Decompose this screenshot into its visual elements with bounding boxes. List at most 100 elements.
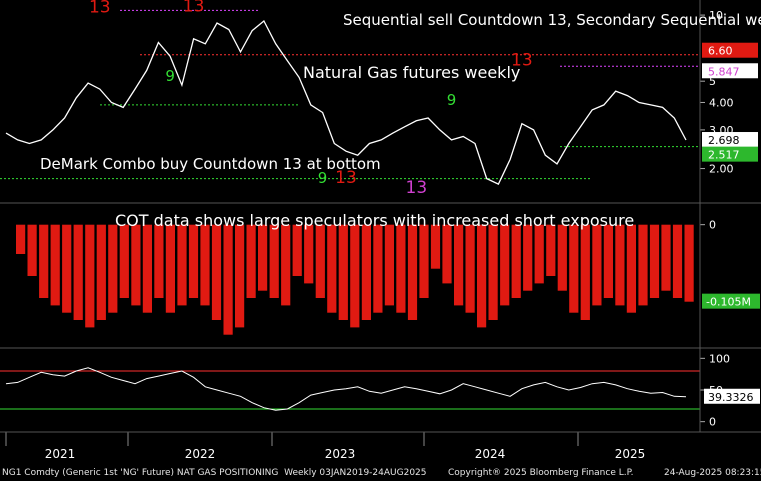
- cot-bar: [292, 224, 302, 276]
- cot-bar: [108, 224, 118, 313]
- td-marker: 9: [447, 91, 457, 109]
- magenta-level-label: 5.847: [708, 65, 740, 78]
- td-marker: 13: [511, 50, 533, 70]
- cot-chart-title: COT data shows large speculators with in…: [115, 211, 635, 230]
- y-tick-label: 10: [709, 9, 723, 22]
- cot-bar: [50, 224, 60, 306]
- cot-bar: [580, 224, 590, 320]
- oscillator-line: [5, 367, 687, 411]
- cot-bar: [557, 224, 567, 291]
- cot-bar: [430, 224, 441, 269]
- x-tick-label: 2023: [325, 447, 356, 461]
- x-axis: 2021 2022 2023 2024 2025: [5, 432, 646, 461]
- cot-bar: [442, 224, 452, 284]
- footer-security: NG1 Comdty (Generic 1st 'NG' Future) NAT…: [2, 468, 427, 478]
- x-tick-label: 2021: [45, 447, 76, 461]
- cot-bar: [62, 224, 72, 313]
- cot-bar: [373, 224, 383, 313]
- cot-bar: [119, 224, 129, 298]
- price-line: [5, 19, 687, 185]
- red-level-label-bg: [702, 42, 758, 58]
- y-tick-label: 4.00: [709, 96, 734, 109]
- cot-bar: [154, 224, 164, 298]
- cot-bar: [96, 224, 106, 320]
- cot-bar: [246, 224, 256, 298]
- x-tick-label: 2024: [475, 447, 506, 461]
- y-tick-label: 5: [709, 75, 716, 88]
- cot-bar: [188, 224, 199, 298]
- cot-bar: [419, 224, 429, 298]
- cot-bar: [454, 224, 464, 306]
- cot-bar: [396, 224, 406, 313]
- cot-bar: [384, 224, 394, 306]
- footer-bar: NG1 Comdty (Generic 1st 'NG' Future) NAT…: [0, 466, 761, 481]
- last-price-label-bg: [702, 132, 758, 148]
- cot-bar: [73, 224, 83, 320]
- cot-bar: [603, 224, 613, 298]
- cot-bar: [85, 224, 95, 328]
- last-price-label: 2.698: [708, 134, 740, 147]
- footer-timestamp: 24-Aug-2025 08:23:15: [664, 468, 761, 478]
- oscillator-last-label-bg: [704, 388, 760, 404]
- footer-copyright: Copyright® 2025 Bloomberg Finance L.P.: [448, 468, 634, 478]
- cot-bar: [649, 224, 660, 298]
- td-marker: 9: [165, 67, 175, 85]
- cot-last-label-bg: [702, 293, 760, 309]
- cot-bar: [338, 224, 348, 320]
- cot-bar: [16, 224, 26, 254]
- cot-last-label: -0.105M: [706, 296, 751, 309]
- td-marker: 13: [89, 0, 111, 17]
- green-level-label-bg: [702, 146, 758, 162]
- cot-panel: 0 -0.105M: [16, 219, 760, 335]
- td-marker: 13: [183, 0, 205, 16]
- cot-bar: [534, 224, 544, 284]
- cot-bar: [592, 224, 602, 306]
- cot-bar: [235, 224, 245, 328]
- y-tick-label: 0: [709, 219, 716, 232]
- cot-bar: [281, 224, 291, 306]
- cot-bar: [569, 224, 579, 313]
- cot-bar: [165, 224, 175, 313]
- cot-bar: [626, 224, 636, 313]
- cot-bar: [350, 224, 360, 328]
- cot-bar: [546, 224, 556, 276]
- x-tick-label: 2025: [615, 447, 646, 461]
- y-tick-label: 2.00: [709, 163, 734, 176]
- td-marker: 13: [406, 178, 428, 198]
- y-tick-label: 100: [709, 352, 730, 365]
- x-tick-label: 2022: [185, 447, 216, 461]
- red-level-label: 6.60: [708, 45, 733, 58]
- cot-bar: [269, 224, 279, 298]
- combo-annotation: DeMark Combo buy Countdown 13 at bottom: [40, 155, 381, 173]
- cot-bar: [523, 224, 533, 291]
- td-marker: 13: [335, 168, 357, 188]
- cot-bar: [177, 224, 187, 306]
- cot-bar: [488, 224, 498, 320]
- cot-bar: [407, 224, 418, 320]
- cot-bar: [39, 224, 49, 298]
- cot-bar: [131, 224, 141, 306]
- cot-bar: [304, 224, 314, 284]
- cot-bar: [684, 224, 694, 302]
- cot-bar: [223, 224, 233, 335]
- cot-bar: [511, 224, 521, 298]
- green-level-label: 2.517: [708, 149, 740, 162]
- cot-bar: [200, 224, 210, 306]
- cot-bar: [615, 224, 625, 306]
- cot-bar: [27, 224, 37, 276]
- cot-bar: [465, 224, 475, 313]
- cot-bar: [258, 224, 268, 291]
- oscillator-last-label: 39.3326: [708, 391, 754, 404]
- cot-bar: [661, 224, 671, 291]
- cot-bar: [315, 224, 325, 298]
- oscillator-panel: 05010039.3326: [0, 352, 760, 429]
- magenta-level-label-bg: [702, 63, 758, 79]
- cot-bar: [361, 224, 371, 320]
- cot-bar: [477, 224, 487, 328]
- cot-bar: [672, 224, 683, 298]
- td-marker: 9: [318, 169, 328, 187]
- cot-bar: [500, 224, 510, 306]
